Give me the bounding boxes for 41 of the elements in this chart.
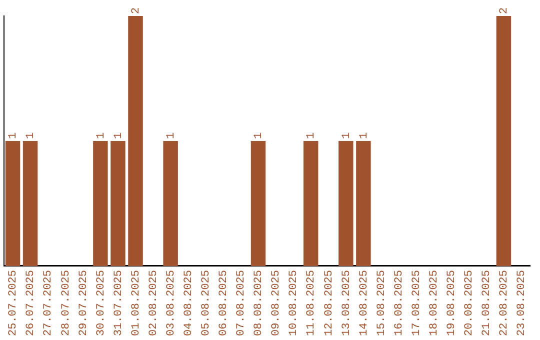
x-tick-label: 21.08.2025 <box>481 270 494 336</box>
x-tick-label: 28.07.2025 <box>60 270 72 336</box>
x-tick-label: 15.08.2025 <box>376 270 388 336</box>
x-tick-label: 04.08.2025 <box>183 270 196 336</box>
data-label: 1 <box>112 132 125 139</box>
x-tick-label: 01.08.2025 <box>130 270 142 336</box>
x-tick-label: 07.08.2025 <box>236 270 248 336</box>
x-tick-label: 13.08.2025 <box>340 270 353 336</box>
data-label: 1 <box>95 132 108 139</box>
x-tick-label: 19.08.2025 <box>446 270 458 336</box>
x-tick-label: 30.07.2025 <box>95 270 108 336</box>
x-tick-label: 02.08.2025 <box>148 270 160 336</box>
x-tick-label: 05.08.2025 <box>200 270 213 336</box>
x-tick-label: 22.08.2025 <box>498 270 511 336</box>
data-label: 1 <box>8 132 20 139</box>
x-tick-label: 09.08.2025 <box>270 270 283 336</box>
x-tick-label: 11.08.2025 <box>306 270 318 336</box>
x-tick-label: 06.08.2025 <box>218 270 230 336</box>
data-label: 2 <box>498 7 511 14</box>
x-tick-label: 23.08.2025 <box>516 270 528 336</box>
x-tick-label: 12.08.2025 <box>323 270 336 336</box>
data-label: 1 <box>25 132 38 139</box>
data-label: 1 <box>306 132 318 139</box>
x-tick-label: 14.08.2025 <box>358 270 370 336</box>
x-tick-label: 08.08.2025 <box>253 270 266 336</box>
data-label: 1 <box>340 132 353 139</box>
x-tick-label: 20.08.2025 <box>464 270 476 336</box>
x-tick-label: 03.08.2025 <box>165 270 178 336</box>
data-label: 1 <box>165 132 178 139</box>
x-tick-label: 18.08.2025 <box>428 270 440 336</box>
x-tick-label: 10.08.2025 <box>288 270 300 336</box>
x-tick-label: 25.07.2025 <box>8 270 20 336</box>
x-tick-label: 17.08.2025 <box>410 270 423 336</box>
data-label: 1 <box>358 132 370 139</box>
data-label: 1 <box>253 132 266 139</box>
x-tick-label: 26.07.2025 <box>25 270 38 336</box>
x-tick-label: 27.07.2025 <box>42 270 55 336</box>
data-label: 2 <box>130 7 142 14</box>
x-tick-label: 29.07.2025 <box>78 270 90 336</box>
x-tick-label: 31.07.2025 <box>112 270 125 336</box>
x-tick-label: 16.08.2025 <box>393 270 406 336</box>
